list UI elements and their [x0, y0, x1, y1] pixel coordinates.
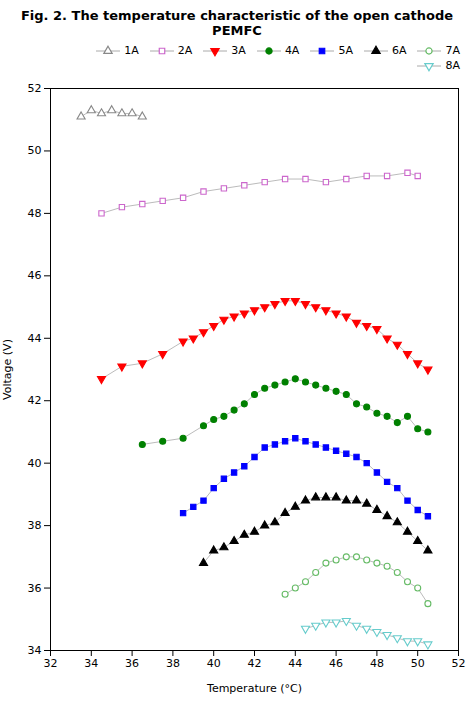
html-text:3A: 3A — [231, 44, 246, 57]
svg-text:36: 36 — [125, 657, 139, 670]
svg-text:50: 50 — [411, 657, 425, 670]
svg-text:44: 44 — [288, 657, 302, 670]
svg-text:Voltage (V): Voltage (V) — [1, 339, 14, 400]
html-text:Fig. 2. The temperature charac: Fig. 2. The temperature characteristic o… — [20, 8, 454, 38]
svg-text:34: 34 — [84, 657, 98, 670]
svg-text:Temperature (°C): Temperature (°C) — [206, 682, 302, 695]
html-text:8A: 8A — [445, 59, 460, 72]
svg-text:52: 52 — [452, 657, 466, 670]
html-text:2A: 2A — [177, 44, 193, 57]
svg-text:52: 52 — [28, 82, 42, 95]
svg-text:48: 48 — [28, 207, 42, 220]
svg-text:36: 36 — [28, 582, 42, 595]
html-text:4A: 4A — [284, 44, 300, 57]
svg-text:50: 50 — [28, 144, 42, 157]
svg-text:40: 40 — [207, 657, 221, 670]
svg-text:44: 44 — [28, 332, 42, 345]
svg-text:40: 40 — [28, 457, 42, 470]
html-text:7A: 7A — [445, 44, 460, 57]
svg-text:42: 42 — [248, 657, 262, 670]
svg-text:46: 46 — [28, 269, 42, 282]
html-text:1A: 1A — [124, 44, 139, 57]
html-text:5A: 5A — [338, 44, 353, 57]
svg-text:32: 32 — [44, 657, 58, 670]
svg-text:46: 46 — [329, 657, 343, 670]
html-text:6A: 6A — [391, 44, 407, 57]
svg-text:42: 42 — [28, 394, 42, 407]
svg-text:38: 38 — [28, 519, 42, 532]
svg-text:34: 34 — [28, 644, 42, 657]
svg-text:38: 38 — [166, 657, 180, 670]
svg-text:48: 48 — [370, 657, 384, 670]
